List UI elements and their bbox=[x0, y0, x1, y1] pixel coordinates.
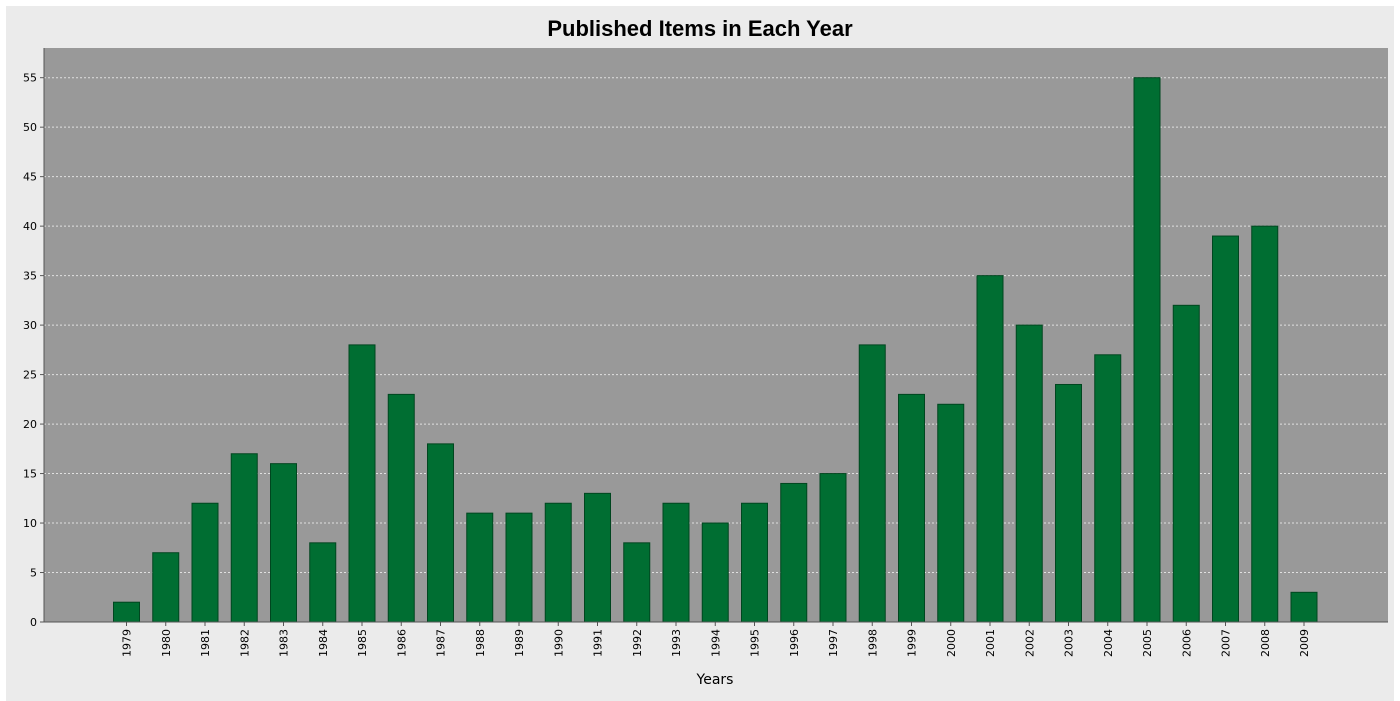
x-tick-label: 2003 bbox=[1063, 629, 1076, 657]
bar-1997 bbox=[819, 473, 847, 623]
bar-2005 bbox=[1133, 77, 1161, 623]
gridlines bbox=[44, 77, 1388, 574]
x-tick-label: 1999 bbox=[906, 629, 919, 657]
y-tick-label: 20 bbox=[23, 418, 37, 431]
x-tick-label: 1989 bbox=[513, 629, 526, 657]
x-axis-label: Years bbox=[696, 672, 734, 688]
x-tick-label: 1987 bbox=[435, 629, 448, 657]
y-tick-label: 15 bbox=[23, 468, 37, 481]
bar-1990 bbox=[544, 502, 572, 623]
bar-2000 bbox=[937, 403, 965, 623]
x-tick-label: 1985 bbox=[356, 629, 369, 657]
bar-2002 bbox=[1015, 324, 1043, 623]
x-tick-label: 1997 bbox=[827, 629, 840, 657]
bar-1986 bbox=[387, 393, 415, 623]
x-tick-label: 1990 bbox=[552, 629, 565, 657]
bar-1996 bbox=[780, 482, 808, 623]
axes bbox=[43, 48, 1388, 623]
x-tick-label: 2002 bbox=[1023, 629, 1036, 657]
x-tick-label: 1981 bbox=[199, 629, 212, 657]
bar-1992 bbox=[623, 542, 651, 623]
bar-2006 bbox=[1172, 304, 1200, 623]
x-tick-label: 2008 bbox=[1259, 629, 1272, 657]
x-tick-label: 2007 bbox=[1220, 629, 1233, 657]
x-tick-label: 1982 bbox=[238, 629, 251, 657]
x-tick-label: 1986 bbox=[395, 629, 408, 657]
bars bbox=[113, 77, 1318, 623]
y-tick-label: 55 bbox=[23, 72, 37, 85]
bar-1983 bbox=[270, 463, 297, 623]
y-tick-label: 45 bbox=[23, 171, 37, 184]
y-tick-label: 25 bbox=[23, 369, 37, 382]
y-tick-label: 40 bbox=[23, 220, 37, 233]
bar-2001 bbox=[976, 275, 1004, 623]
bar-1979 bbox=[113, 601, 140, 623]
bar-2003 bbox=[1055, 383, 1082, 623]
x-tick-label: 2006 bbox=[1180, 629, 1193, 657]
x-tick-label: 1993 bbox=[670, 629, 683, 657]
bar-2009 bbox=[1290, 591, 1318, 623]
y-tick-label: 30 bbox=[23, 319, 37, 332]
x-tick-label: 2000 bbox=[945, 629, 958, 657]
y-tick-label: 5 bbox=[30, 567, 37, 580]
x-tick-label: 1992 bbox=[631, 629, 644, 657]
x-tick-label: 1988 bbox=[474, 629, 487, 657]
y-tick-label: 10 bbox=[23, 517, 37, 530]
y-tick-label: 50 bbox=[23, 121, 37, 134]
bar-1989 bbox=[505, 512, 533, 623]
bar-1995 bbox=[741, 502, 768, 623]
bar-1998 bbox=[858, 344, 886, 623]
bar-1994 bbox=[701, 522, 729, 623]
bar-2007 bbox=[1212, 235, 1239, 623]
bar-1984 bbox=[309, 542, 337, 623]
x-tick-label: 1998 bbox=[866, 629, 879, 657]
bar-1982 bbox=[230, 453, 258, 623]
x-tick-label: 1979 bbox=[121, 629, 134, 657]
x-tick-label: 2004 bbox=[1102, 629, 1115, 657]
x-tick-label: 1984 bbox=[317, 629, 330, 657]
x-tick-labels: 1979 1980 1981 1982 1983 1984 1985 1986 1987 1988… bbox=[121, 622, 1311, 657]
x-tick-label: 1980 bbox=[160, 629, 173, 657]
y-tick-labels: 0 5 10 15 20 25 30 35 40 45 50 55 bbox=[23, 72, 44, 629]
y-tick-label: 0 bbox=[30, 616, 37, 629]
x-tick-label: 1991 bbox=[592, 629, 605, 657]
bar-1993 bbox=[662, 502, 690, 623]
bar-1985 bbox=[348, 344, 376, 623]
y-tick-label: 35 bbox=[23, 270, 37, 283]
bar-1981 bbox=[191, 502, 219, 623]
x-tick-label: 1994 bbox=[709, 629, 722, 657]
x-tick-label: 2009 bbox=[1298, 629, 1311, 657]
x-tick-label: 1995 bbox=[749, 629, 762, 657]
bar-2004 bbox=[1094, 354, 1122, 623]
x-tick-label: 1996 bbox=[788, 629, 801, 657]
bar-1991 bbox=[584, 492, 611, 623]
x-tick-label: 2005 bbox=[1141, 629, 1154, 657]
bar-1980 bbox=[152, 552, 180, 623]
x-tick-label: 1983 bbox=[278, 629, 291, 657]
bar-1987 bbox=[427, 443, 454, 623]
x-tick-label: 2001 bbox=[984, 629, 997, 657]
bar-1999 bbox=[898, 393, 925, 623]
bar-1988 bbox=[466, 512, 494, 623]
bar-2008 bbox=[1251, 225, 1279, 623]
chart-title: Published Items in Each Year bbox=[547, 16, 853, 41]
